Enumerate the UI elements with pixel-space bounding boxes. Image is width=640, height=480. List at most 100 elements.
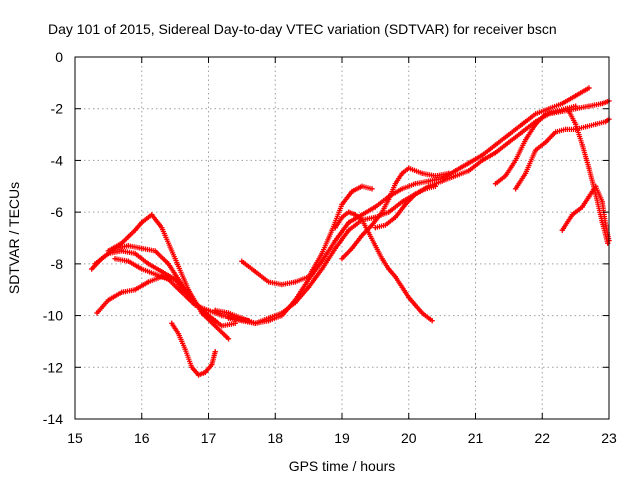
data-point (506, 131, 512, 138)
data-point (586, 103, 592, 109)
data-point (145, 279, 152, 285)
series-track-6 (169, 320, 218, 378)
data-point (386, 209, 392, 215)
data-point (292, 300, 298, 306)
data-point (165, 261, 172, 267)
data-point (212, 318, 218, 324)
y-axis-label: SDTVAR / TECUs (6, 182, 22, 294)
y-tick-label: -8 (51, 256, 64, 272)
data-point (319, 266, 325, 272)
data-point (202, 369, 208, 376)
data-point (139, 266, 145, 272)
data-point (149, 212, 155, 218)
x-tick-label: 23 (601, 430, 617, 446)
series-track-10 (332, 209, 435, 324)
data-point (479, 152, 485, 158)
data-point (225, 310, 232, 316)
data-point (419, 170, 425, 176)
data-point (519, 121, 525, 127)
data-point (553, 129, 559, 135)
data-point (265, 279, 272, 285)
series-track-9 (239, 183, 375, 288)
series-track-5 (94, 274, 212, 321)
data-point (119, 248, 125, 254)
data-point (279, 281, 285, 288)
data-point (566, 108, 572, 114)
data-point (159, 225, 165, 231)
data-point (112, 256, 118, 262)
data-point (519, 129, 525, 135)
data-point (532, 147, 539, 153)
data-point (306, 284, 312, 290)
data-point (119, 240, 125, 246)
data-point (199, 307, 205, 313)
data-point (352, 212, 358, 218)
data-point (239, 318, 245, 324)
data-point (586, 85, 592, 91)
x-axis-label: GPS time / hours (289, 458, 396, 474)
data-point (573, 121, 579, 127)
data-point (332, 225, 338, 231)
data-point (159, 269, 165, 275)
data-point (339, 201, 345, 207)
series-track-8 (225, 98, 612, 326)
axis-ticks: 15 16 17 18 19 20 21 22 23 0 -2 -4 -6 -8 -10 -12 -14 (43, 49, 617, 446)
y-tick-label: -6 (51, 204, 64, 220)
data-point (542, 139, 549, 145)
data-point (553, 108, 559, 114)
data-point (189, 364, 195, 370)
data-point (132, 287, 138, 293)
data-point (172, 276, 178, 282)
series-track-13 (492, 103, 579, 187)
data-point (372, 225, 378, 231)
data-point (319, 250, 325, 257)
data-point (412, 191, 419, 197)
data-point (382, 222, 388, 228)
data-point (406, 165, 412, 171)
data-point (346, 227, 352, 233)
data-point (159, 274, 165, 280)
data-point (379, 256, 385, 262)
data-point (586, 194, 592, 200)
data-point (563, 106, 569, 112)
data-point (412, 302, 419, 308)
data-point (432, 173, 439, 179)
x-tick-label: 20 (401, 430, 417, 446)
data-point (205, 307, 212, 313)
data-point (329, 227, 335, 233)
data-point (332, 237, 338, 244)
data-point (532, 121, 539, 127)
series-track-15 (559, 183, 612, 244)
data-point (522, 137, 529, 143)
data-point (139, 245, 145, 251)
data-point (359, 212, 365, 218)
data-point (175, 331, 182, 337)
x-tick-label: 15 (67, 430, 83, 446)
x-tick-label: 17 (201, 430, 217, 446)
data-point (579, 204, 585, 210)
data-point (559, 227, 565, 233)
data-point (172, 256, 178, 262)
data-point (422, 186, 429, 192)
data-point (392, 274, 398, 280)
data-point (466, 168, 472, 174)
data-point (105, 297, 111, 303)
data-point (426, 178, 432, 184)
data-point (479, 157, 485, 164)
data-point (225, 336, 232, 342)
data-point (152, 248, 158, 254)
data-point (369, 186, 375, 192)
data-point (225, 315, 232, 321)
data-point (419, 310, 425, 316)
data-point (292, 279, 298, 285)
data-marks (89, 85, 612, 378)
y-tick-label: -14 (43, 411, 63, 427)
data-point (212, 349, 218, 355)
series-track-12 (372, 183, 439, 231)
data-point (252, 269, 258, 275)
data-point (599, 199, 605, 205)
data-point (573, 103, 579, 109)
data-point (593, 191, 599, 197)
data-point (346, 219, 352, 226)
